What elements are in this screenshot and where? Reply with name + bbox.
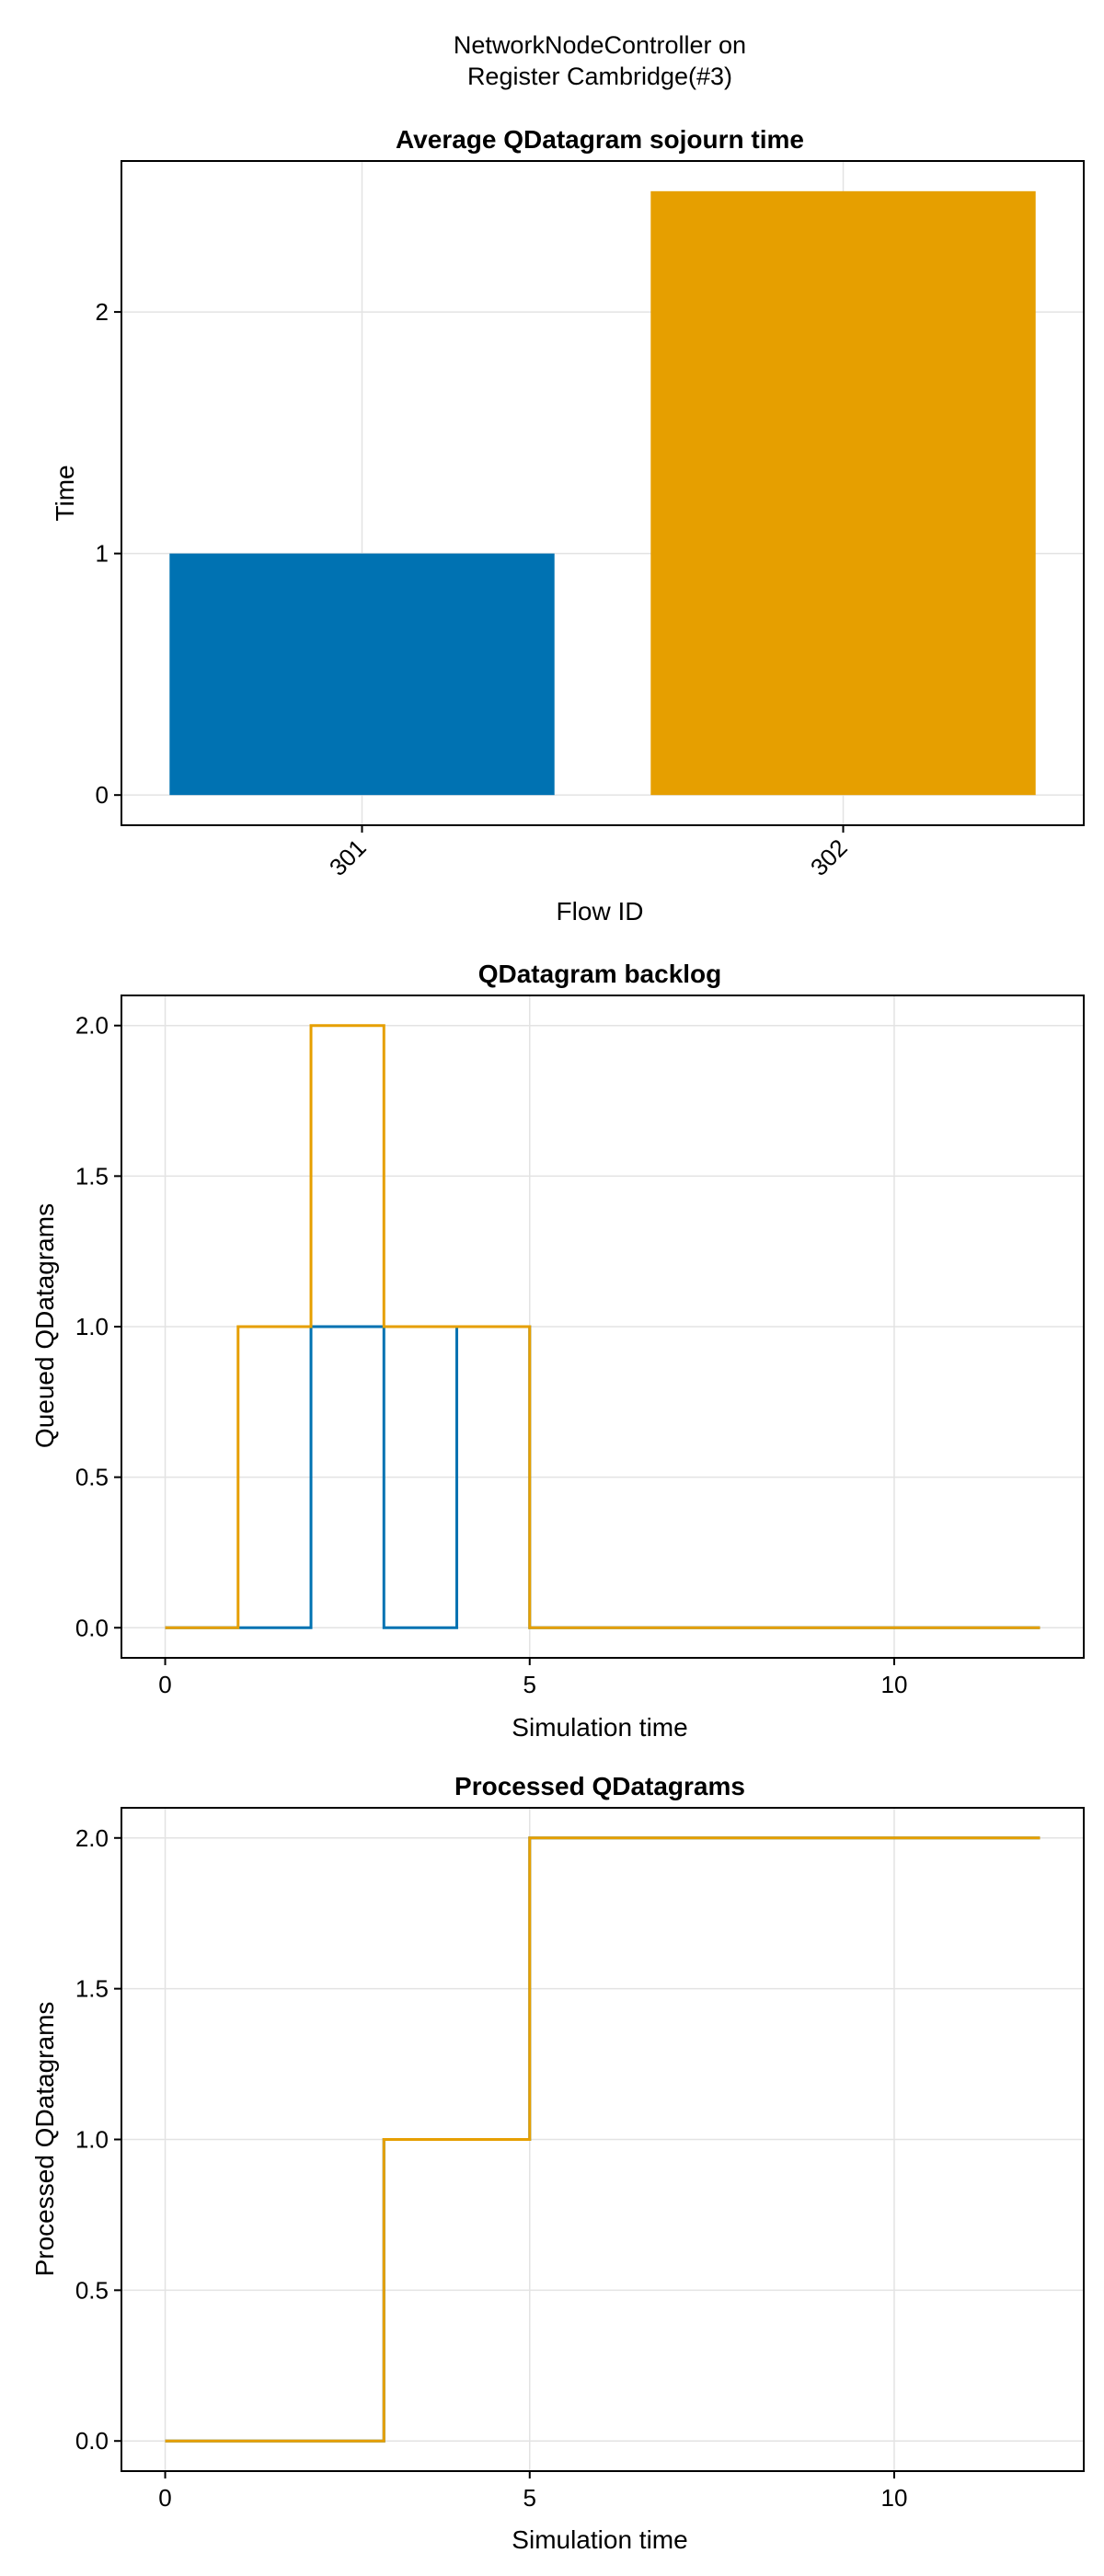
figure-title: NetworkNodeController on Register Cambri… [454, 31, 746, 90]
figure-title-line-1: NetworkNodeController on [454, 31, 746, 59]
backlog-chart: 0.0 0.5 1.0 1.5 2.0 0 5 10 [75, 995, 1085, 1698]
x-axis-label: Simulation time [512, 1713, 687, 1742]
y-tick-label: 1.5 [75, 1162, 109, 1190]
processed-panel: Processed QDatagrams 0.0 0.5 1.0 1.5 2.0 0 5 10… [30, 1772, 1085, 2554]
y-tick-label: 0.0 [75, 1614, 109, 1641]
bar-301 [169, 553, 555, 796]
backlog-panel: QDatagram backlog 0.0 0.5 1.0 1.5 2.0 0 5 10 Si… [30, 960, 1085, 1742]
x-tick-label: 302 [805, 834, 853, 881]
panel-title: Average QDatagram sojourn time [396, 125, 804, 154]
y-tick-label: 0 [96, 781, 109, 809]
series-line-2 [165, 1836, 1041, 2443]
y-tick-label: 0.0 [75, 2427, 109, 2455]
plot-frame [121, 160, 1085, 826]
y-tick-label: 2 [96, 298, 109, 326]
x-tick-label: 301 [324, 834, 372, 881]
x-axis-label: Flow ID [557, 897, 644, 926]
sojourn-time-chart: 0 1 2 301 302 [96, 160, 1085, 881]
x-tick-label: 0 [158, 1671, 171, 1698]
processed-chart: 0.0 0.5 1.0 1.5 2.0 0 5 10 [75, 1807, 1085, 2512]
x-axis-label: Simulation time [512, 2525, 687, 2554]
y-tick-label: 1.0 [75, 1313, 109, 1340]
panel-title: Processed QDatagrams [454, 1772, 745, 1800]
y-tick-label: 2.0 [75, 1824, 109, 1852]
y-tick-label: 0.5 [75, 1464, 109, 1491]
y-tick-label: 2.0 [75, 1012, 109, 1040]
series-line-2 [165, 1024, 1041, 1629]
y-axis-label: Time [51, 465, 79, 521]
y-tick-label: 1.5 [75, 1975, 109, 2003]
x-tick-label: 10 [881, 2484, 908, 2512]
panel-title: QDatagram backlog [478, 960, 722, 988]
y-axis-label: Queued QDatagrams [30, 1203, 59, 1448]
x-tick-label: 10 [881, 1671, 908, 1698]
y-tick-label: 1.0 [75, 2126, 109, 2154]
x-tick-label: 5 [523, 2484, 536, 2512]
y-tick-label: 1 [96, 540, 109, 568]
sojourn-time-panel: Average QDatagram sojourn time 0 1 2 301 302… [51, 125, 1085, 926]
y-axis-label: Processed QDatagrams [30, 2002, 59, 2277]
y-tick-label: 0.5 [75, 2276, 109, 2304]
bar-302 [650, 190, 1036, 796]
figure-title-line-2: Register Cambridge(#3) [467, 63, 732, 90]
x-tick-label: 0 [158, 2484, 171, 2512]
x-tick-label: 5 [523, 1671, 536, 1698]
